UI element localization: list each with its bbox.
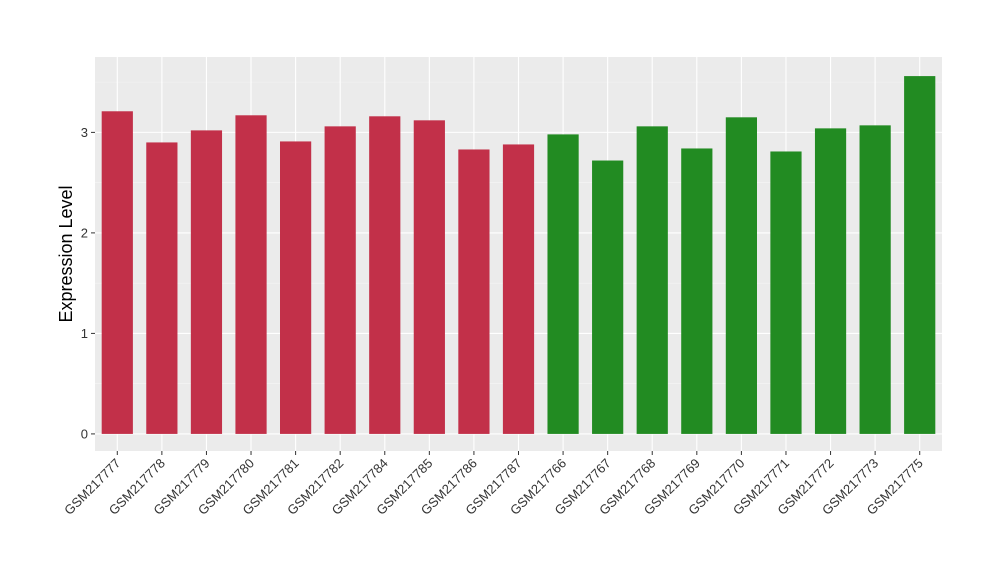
bar (636, 126, 668, 434)
bar (904, 76, 936, 434)
bar (101, 111, 133, 434)
bar (502, 144, 535, 434)
bar (725, 117, 757, 434)
y-tick-label: 0 (81, 426, 88, 441)
bar (190, 130, 223, 434)
y-tick-label: 1 (81, 326, 88, 341)
bar (324, 126, 356, 434)
bar (458, 149, 490, 434)
bars (101, 76, 936, 434)
bar (235, 115, 267, 434)
bar (547, 134, 579, 434)
bar (592, 160, 624, 434)
bar (770, 151, 802, 434)
y-tick-label: 2 (81, 225, 88, 240)
bar (369, 116, 401, 434)
bar (814, 128, 847, 434)
bar (280, 141, 312, 434)
bar (146, 142, 178, 434)
y-axis: 0 1 2 3 (81, 125, 95, 441)
y-axis-title: Expression Level (56, 185, 76, 322)
bar (859, 125, 891, 434)
x-axis: GSM217777GSM217778GSM217779GSM217780GSM2… (61, 451, 926, 518)
y-tick-label: 3 (81, 125, 88, 140)
bar (413, 120, 445, 434)
bar (681, 148, 713, 434)
